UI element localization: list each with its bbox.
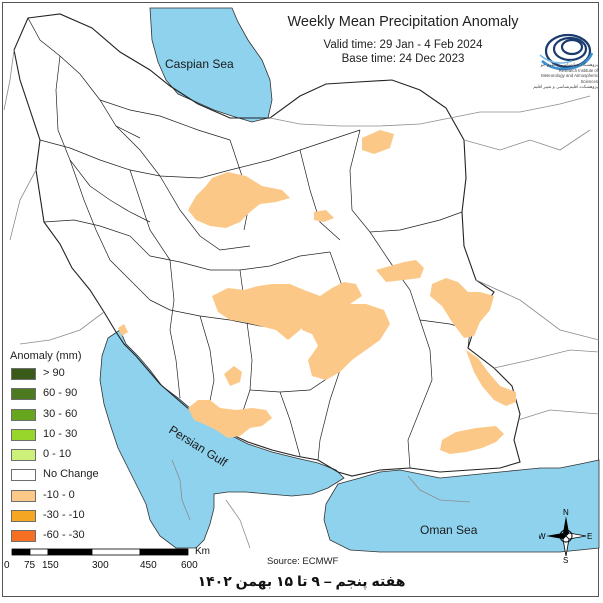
legend-swatch bbox=[11, 530, 36, 543]
legend-row: -60 - -30 bbox=[9, 527, 119, 547]
institute-logo-text: پژوهشگاه هواشناسی و علوم جو Research Ins… bbox=[533, 62, 598, 90]
legend-label: -10 - 0 bbox=[43, 488, 75, 501]
legend-row: -10 - 0 bbox=[9, 487, 119, 507]
legend-row: -30 - -10 bbox=[9, 507, 119, 527]
scale-tick: 300 bbox=[92, 560, 109, 571]
legend-row: No Change bbox=[9, 466, 119, 486]
data-source: Source: ECMWF bbox=[267, 556, 339, 567]
legend-row: > 90 bbox=[9, 365, 119, 385]
legend-label: 10 - 30 bbox=[43, 427, 78, 440]
compass-w: W bbox=[539, 532, 546, 541]
base-time: Base time: 24 Dec 2023 bbox=[341, 53, 465, 65]
legend-row: 60 - 90 bbox=[9, 385, 119, 405]
legend-row: 0 - 10 bbox=[9, 446, 119, 466]
scale-bar: 0 75 150 300 450 600 Km bbox=[4, 546, 210, 572]
oman-sea bbox=[323, 459, 600, 553]
oman-sea-label: Oman Sea bbox=[420, 523, 478, 537]
compass-n: N bbox=[563, 509, 569, 517]
legend-swatch bbox=[11, 510, 36, 523]
legend-swatch bbox=[11, 428, 36, 441]
legend-swatch bbox=[11, 489, 36, 502]
legend: Anomaly (mm) > 90 60 - 90 30 - 60 10 - 30 0 … bbox=[9, 348, 119, 548]
map-subtitle: Valid time: 29 Jan - 4 Feb 2024 Base tim… bbox=[258, 38, 548, 66]
map-title: Weekly Mean Precipitation Anomaly bbox=[287, 14, 519, 30]
legend-label: -60 - -30 bbox=[43, 529, 85, 542]
neighbor-borders bbox=[3, 49, 600, 549]
persian-footer: هفته پنجم – ۹ تا ۱۵ بهمن ۱۴۰۲ bbox=[197, 573, 406, 589]
legend-row: 10 - 30 bbox=[9, 426, 119, 446]
scale-bar-graphic bbox=[11, 548, 189, 556]
caspian-sea bbox=[149, 7, 273, 123]
scale-tick: 75 bbox=[24, 560, 36, 571]
persian-gulf bbox=[99, 329, 345, 549]
legend-swatch bbox=[11, 469, 36, 482]
compass-rose-icon: N S E W bbox=[539, 509, 592, 563]
scale-tick: 150 bbox=[42, 560, 59, 571]
iran-outline bbox=[13, 13, 521, 477]
scale-tick: 600 bbox=[181, 560, 198, 571]
legend-swatch bbox=[11, 388, 36, 401]
legend-swatch bbox=[11, 408, 36, 421]
legend-label: 30 - 60 bbox=[43, 407, 78, 420]
compass-s: S bbox=[563, 556, 568, 563]
legend-label: No Change bbox=[43, 468, 99, 481]
legend-label: -30 - -10 bbox=[43, 509, 85, 522]
legend-title: Anomaly (mm) bbox=[10, 350, 82, 362]
legend-swatch bbox=[11, 368, 36, 380]
institute-logo-icon bbox=[539, 33, 594, 71]
legend-label: 0 - 10 bbox=[43, 448, 72, 461]
map-frame bbox=[2, 2, 599, 597]
legend-swatch bbox=[11, 449, 36, 462]
valid-time: Valid time: 29 Jan - 4 Feb 2024 bbox=[323, 39, 483, 51]
anomaly-patches bbox=[118, 130, 516, 454]
legend-label: 60 - 90 bbox=[43, 387, 78, 400]
legend-label: > 90 bbox=[43, 367, 65, 379]
scale-tick: 450 bbox=[140, 560, 157, 571]
compass-e: E bbox=[587, 532, 592, 541]
caspian-sea-label: Caspian Sea bbox=[165, 57, 234, 71]
scale-unit: Km bbox=[195, 546, 210, 557]
scale-tick: 0 bbox=[4, 560, 10, 571]
legend-row: 30 - 60 bbox=[9, 406, 119, 426]
